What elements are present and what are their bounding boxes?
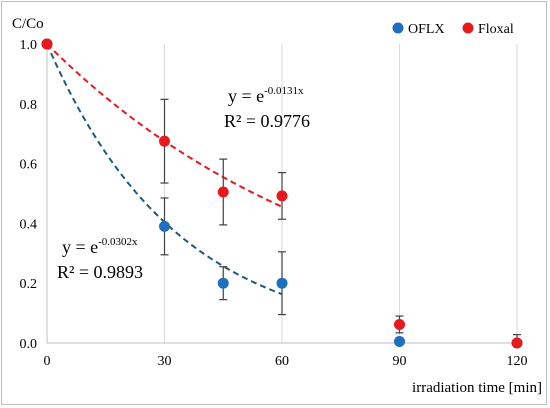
y-tick-label: 0.4: [20, 217, 38, 232]
y-tick-label: 0.0: [20, 337, 38, 352]
fit-eq-exponent-oflx: -0.0302x: [98, 236, 138, 248]
error-bars: [160, 98, 521, 344]
fit-r2-oflx: R² = 0.9893: [57, 262, 143, 282]
legend-label-oflx: OFLX: [408, 22, 445, 37]
x-tick-label: 90: [393, 354, 407, 369]
data-point-floxal: [217, 186, 229, 198]
y-tick-labels: 0.0 0.2 0.4 0.6 0.8 1.0: [20, 38, 38, 352]
x-tick-label: 30: [158, 354, 172, 369]
y-axis-label: C/Co: [12, 16, 44, 32]
y-tick-label: 0.8: [20, 98, 38, 113]
x-tick-label: 0: [44, 354, 51, 369]
fit-eq-exponent-floxal: -0.0131x: [264, 85, 304, 97]
legend-marker-floxal: [462, 22, 474, 34]
data-point-floxal: [511, 337, 523, 349]
fit-equation-oflx: y = e-0.0302x R² = 0.9893: [57, 236, 143, 282]
y-tick-label: 0.6: [20, 158, 38, 173]
y-tick-label: 0.2: [20, 277, 38, 292]
data-points: [41, 38, 523, 349]
legend-marker-oflx: [392, 22, 404, 34]
y-tick-label: 1.0: [20, 38, 38, 53]
x-axis-label: irradiation time [min]: [412, 380, 542, 396]
fit-equation-floxal: y = e-0.0131x R² = 0.9776: [224, 85, 310, 131]
data-point-floxal: [394, 318, 405, 330]
data-point-oflx: [159, 220, 170, 232]
fit-eq-base-oflx: y = e: [62, 237, 98, 257]
svg-text:y = e-0.0302x: y = e-0.0302x: [62, 236, 138, 257]
data-point-oflx: [217, 277, 229, 289]
grid-lines: [164, 44, 518, 343]
x-tick-label: 60: [275, 354, 289, 369]
svg-text:y = e-0.0131x: y = e-0.0131x: [228, 85, 304, 106]
fit-r2-floxal: R² = 0.9776: [224, 111, 310, 131]
data-point-floxal: [276, 190, 288, 202]
fit-eq-base-floxal: y = e: [228, 86, 264, 106]
legend-label-floxal: Floxal: [478, 22, 514, 37]
data-point-oflx: [276, 277, 288, 289]
data-point-oflx: [394, 336, 405, 348]
x-tick-label: 120: [507, 354, 528, 369]
legend: OFLX Floxal: [392, 22, 514, 37]
x-tick-labels: 0 30 60 90 120: [44, 354, 528, 369]
data-point-floxal: [41, 38, 53, 50]
data-point-floxal: [159, 135, 170, 147]
